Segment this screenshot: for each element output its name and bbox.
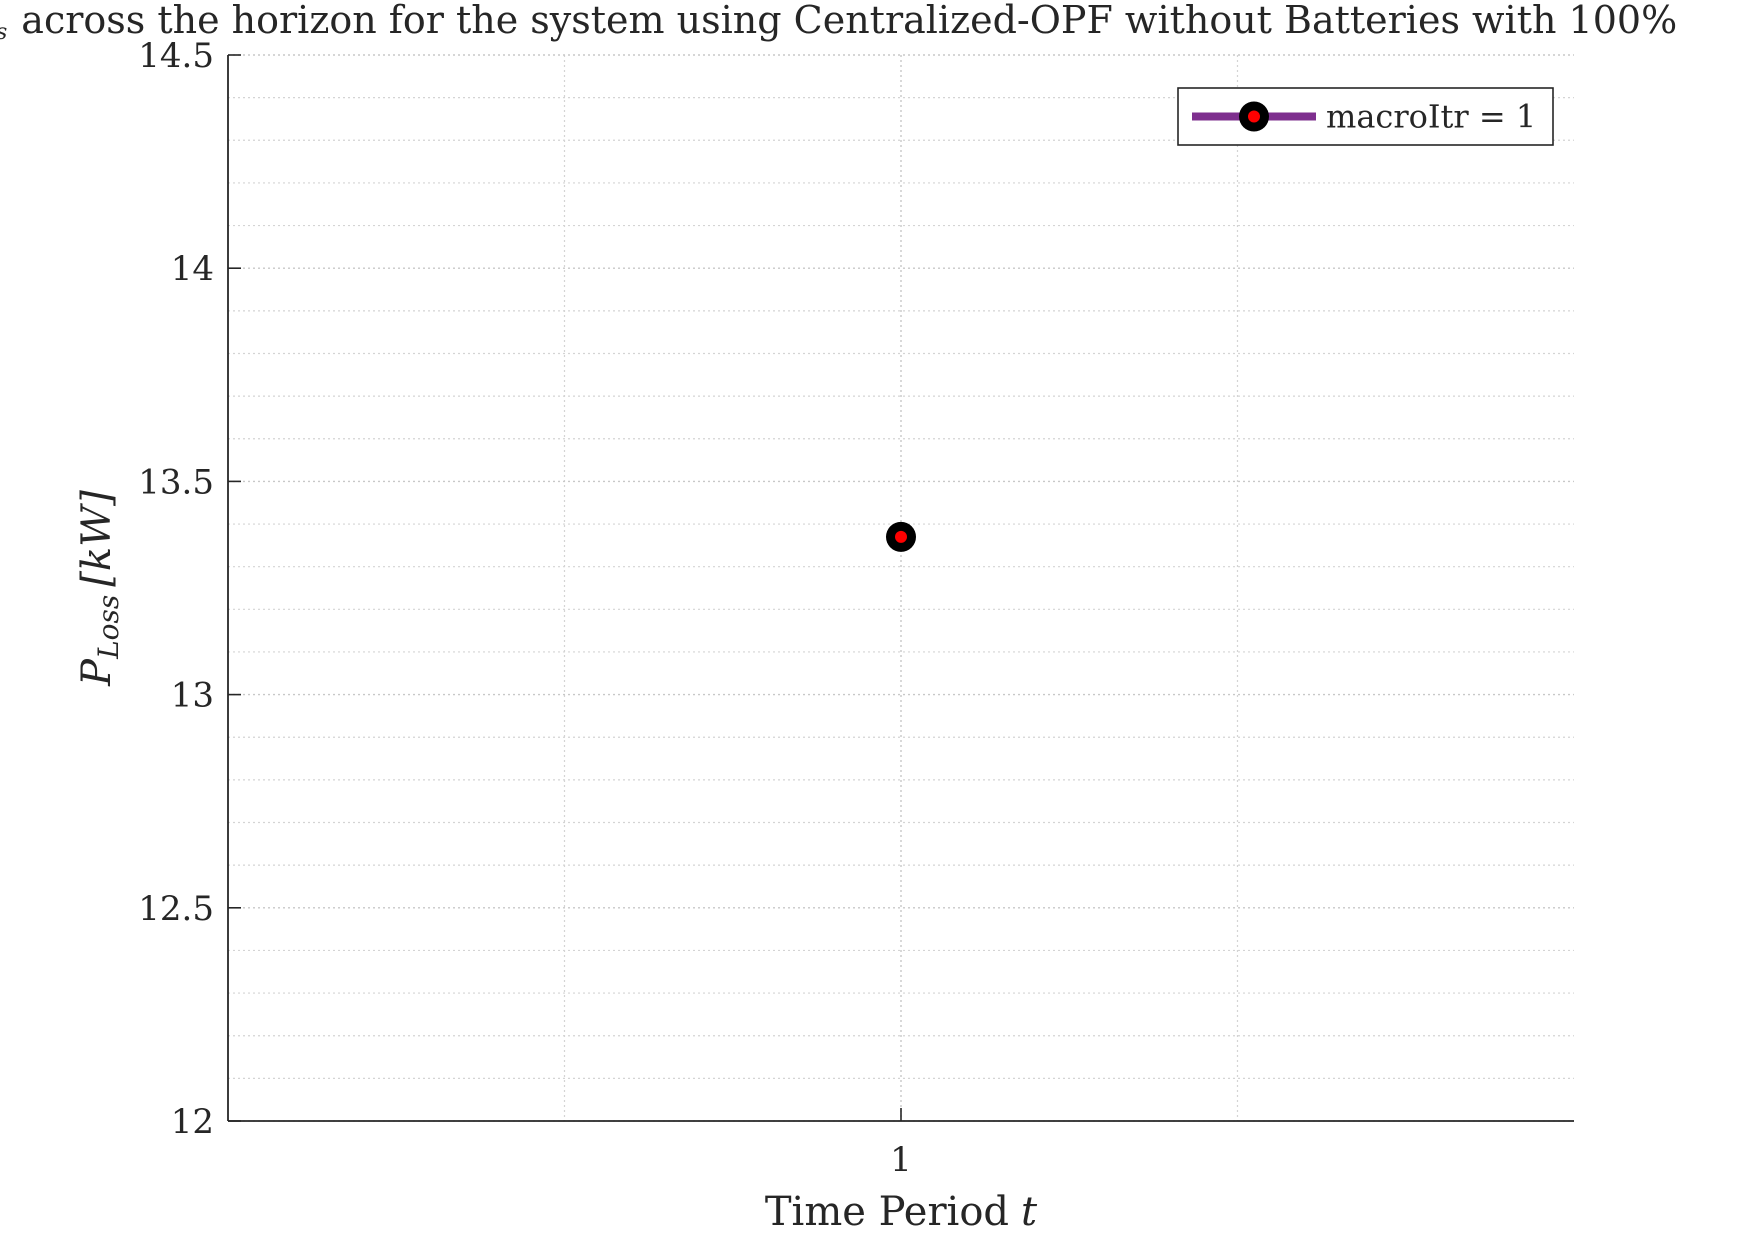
ticks: [228, 54, 902, 1122]
x-tick-label: 1: [890, 1140, 912, 1180]
y-axis-label: PLoss [kW]: [74, 490, 125, 687]
chart-title-prefix: s: [0, 20, 7, 45]
y-tick-label: 12: [171, 1102, 214, 1142]
y-axis-label-symbol: P: [74, 658, 120, 687]
chart-title: s across the horizon for the system using…: [0, 0, 1677, 45]
series-layer: [886, 521, 916, 552]
legend-label: macroItr = 1: [1326, 98, 1536, 136]
y-tick-label: 14.5: [138, 36, 214, 76]
y-tick-label: 13: [171, 676, 214, 716]
legend: macroItr = 1: [1177, 87, 1554, 146]
tick-labels: 12 12.5 13 13.5 14 14.5 1: [138, 36, 912, 1180]
x-axis-label: Time Period t: [765, 1189, 1038, 1235]
data-point-marker-center: [895, 530, 907, 543]
legend-marker-inner: [1248, 110, 1260, 123]
axes-background: [228, 55, 1574, 1121]
x-axis-label-text: Time Period: [765, 1189, 1009, 1235]
svg-text:PLoss[kW]: PLoss [kW]: [74, 490, 125, 687]
y-axis-label-unit: [kW]: [74, 490, 120, 587]
x-axis-label-variable: t: [1021, 1189, 1038, 1235]
y-tick-label: 12.5: [138, 889, 214, 929]
y-tick-label: 13.5: [138, 462, 214, 502]
plot-area: 12 12.5 13 13.5 14 14.5 1: [138, 36, 1574, 1180]
chart-title-text: across the horizon for the system using …: [21, 0, 1677, 42]
y-axis-label-subscript: Loss: [92, 595, 125, 660]
y-tick-label: 14: [171, 249, 214, 289]
